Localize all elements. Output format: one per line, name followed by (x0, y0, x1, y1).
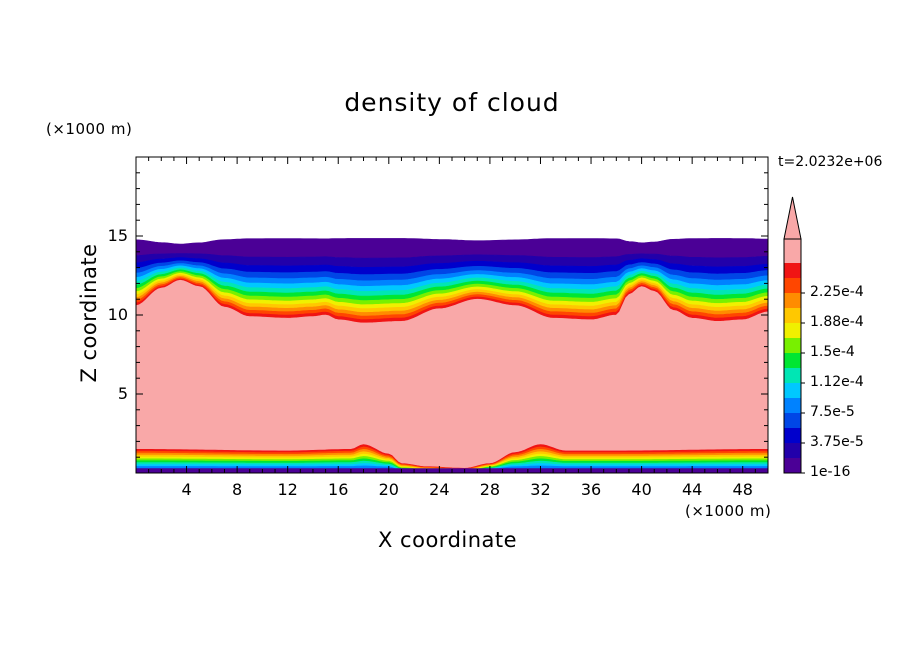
x-tick-label: 48 (732, 480, 753, 499)
x-tick-label: 8 (232, 480, 243, 499)
x-tick-label: 36 (580, 480, 602, 499)
colorbar-swatch (784, 293, 801, 308)
chart-title: density of cloud (344, 88, 560, 117)
colorbar-swatch (784, 278, 801, 293)
colorbar-swatch (784, 323, 801, 338)
x-tick-label: 32 (530, 480, 551, 499)
x-tick-label: 28 (479, 480, 501, 499)
colorbar (783, 196, 805, 474)
colorbar-label: 3.75e-5 (810, 434, 864, 450)
colorbar-swatch (784, 428, 801, 443)
upper-contour-band (136, 238, 768, 259)
y-tick-label: 15 (107, 226, 128, 245)
x-axis-unit: (×1000 m) (685, 502, 772, 520)
x-tick-label: 16 (328, 480, 349, 499)
colorbar-swatch (784, 353, 801, 368)
x-tick-label: 12 (277, 480, 298, 499)
colorbar-label: 2.25e-4 (810, 284, 864, 300)
x-tick-label: 24 (429, 480, 450, 499)
colorbar-label: 1e-16 (810, 464, 851, 480)
colorbar-frame (783, 238, 802, 474)
colorbar-label: 1.12e-4 (810, 374, 864, 390)
y-axis-unit: (×1000 m) (46, 120, 133, 138)
time-label: t=2.0232e+06 (778, 154, 883, 170)
axis-ticks (136, 157, 768, 473)
x-tick-label: 4 (181, 480, 192, 499)
colorbar-label: 7.5e-5 (810, 404, 855, 420)
colorbar-swatch (784, 263, 801, 278)
x-tick-label: 44 (681, 480, 703, 499)
colorbar-label: 1.5e-4 (810, 344, 855, 360)
colorbar-swatch (784, 368, 801, 383)
x-tick-label: 20 (378, 480, 399, 499)
y-tick-label: 10 (107, 305, 128, 324)
colorbar-swatch (784, 443, 801, 458)
cloud-density-field (136, 238, 768, 473)
x-tick-label: 40 (631, 480, 652, 499)
colorbar-swatch (784, 413, 801, 428)
colorbar-swatch (784, 398, 801, 413)
colorbar-swatch (784, 458, 801, 473)
colorbar-label: 1.88e-4 (810, 314, 864, 330)
y-tick-label: 5 (117, 384, 128, 403)
colorbar-swatch (784, 338, 801, 353)
colorbar-extend-arrow (783, 196, 802, 240)
colorbar-swatch (784, 308, 801, 323)
x-axis-label: X coordinate (378, 528, 518, 552)
colorbar-swatch (784, 383, 801, 398)
colorbar-over-swatch (784, 239, 801, 263)
